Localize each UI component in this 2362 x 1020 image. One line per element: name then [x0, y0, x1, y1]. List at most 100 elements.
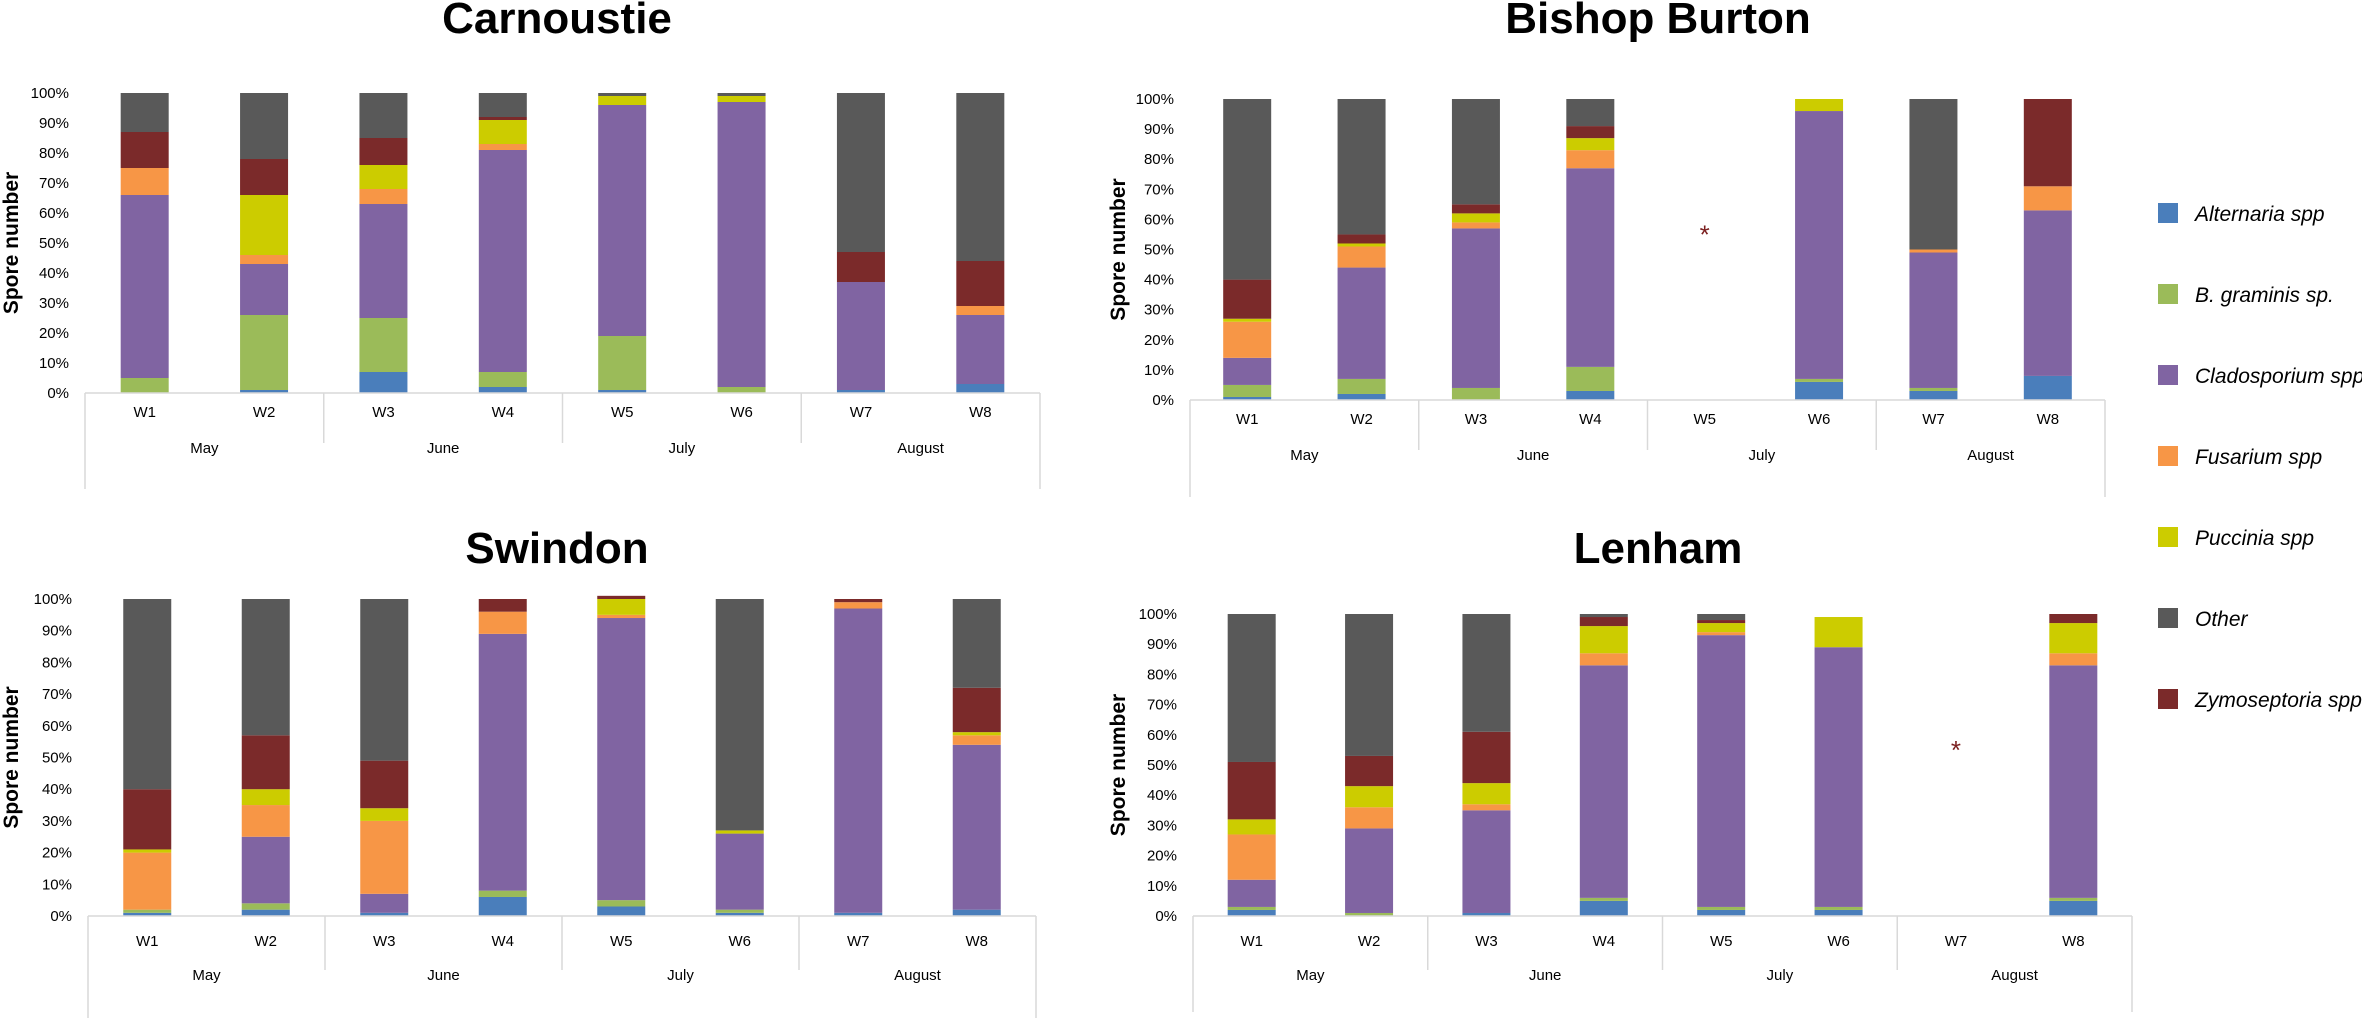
bar-segment-alternaria-spp-w8	[952, 909, 1001, 916]
bar-segment-alternaria-spp-w8	[2049, 900, 2098, 916]
bar-segment-alternaria-spp-w7	[1909, 390, 1958, 400]
bar-segment-b-graminis-sp-w1	[1227, 906, 1276, 910]
month-label: August	[897, 440, 945, 457]
bar-segment-b-graminis-sp-w6	[1814, 906, 1863, 910]
x-tick-label: W3	[1475, 933, 1498, 950]
chart-swindon: Swindon Spore number 0% 10% 20% 30% 40% 50% 60% 7…	[0, 524, 1037, 1018]
chart-title: Carnoustie	[442, 0, 672, 43]
y-tick-label: 60%	[39, 205, 69, 222]
bar-segment-zymoseptoria-spp-w1	[1227, 761, 1276, 820]
y-tick-label: 100%	[31, 85, 69, 102]
bar-segment-alternaria-spp-w6	[715, 912, 764, 916]
y-tick-label: 100%	[1136, 91, 1174, 108]
bar-segment-puccinia-spp-w6	[1814, 617, 1863, 648]
bar-segment-b-graminis-sp-w2	[1337, 378, 1386, 394]
month-label: July	[669, 440, 696, 457]
bar-segment-zymoseptoria-spp-w4	[1579, 617, 1628, 627]
bar-segment-fusarium-spp-w1	[123, 852, 172, 910]
bar-segment-alternaria-spp-w3	[360, 912, 409, 916]
y-tick-label: 0%	[1155, 908, 1177, 925]
bar-segment-alternaria-spp-w7	[834, 912, 883, 916]
month-label: May	[1290, 447, 1319, 464]
bar-segment-fusarium-spp-w3	[1451, 222, 1500, 229]
bar-segment-puccinia-spp-w8	[2049, 623, 2098, 654]
bar-segment-zymoseptoria-spp-w5	[1697, 620, 1746, 624]
y-tick-label: 80%	[39, 145, 69, 162]
bar-segment-puccinia-spp-w4	[1566, 138, 1615, 151]
bar-segment-zymoseptoria-spp-w1	[120, 132, 169, 168]
bar-segment-other-w2	[1337, 99, 1386, 235]
x-tick-label: W3	[373, 933, 396, 950]
bar-segment-zymoseptoria-spp-w3	[1451, 204, 1500, 214]
legend-swatch-alternaria-spp	[2158, 203, 2178, 223]
x-tick-label: W6	[1808, 411, 1831, 428]
x-tick-label: W1	[133, 404, 156, 421]
bar-segment-puccinia-spp-w8	[952, 732, 1001, 736]
bar-segment-fusarium-spp-w1	[1223, 321, 1272, 358]
y-tick-label: 70%	[1147, 697, 1177, 714]
bar-segment-cladosporium-spp-w2	[240, 264, 289, 315]
bar-segment-other-w2	[1345, 614, 1394, 756]
bar-segment-zymoseptoria-spp-w8	[2049, 614, 2098, 624]
bar-segment-alternaria-spp-w2	[241, 909, 290, 916]
bar-segment-b-graminis-sp-w5	[597, 900, 646, 907]
bar-segment-zymoseptoria-spp-w3	[1462, 731, 1511, 784]
bar-segment-other-w3	[360, 599, 409, 761]
x-tick-label: W4	[1593, 933, 1616, 950]
bar-segment-puccinia-spp-w5	[597, 599, 646, 615]
bar-segment-puccinia-spp-w2	[1345, 786, 1394, 808]
bar-segment-alternaria-spp-w4	[1579, 900, 1628, 916]
bar-segment-cladosporium-spp-w7	[1909, 252, 1958, 388]
x-tick-label: W8	[969, 404, 992, 421]
x-tick-label: W5	[611, 404, 634, 421]
bar-segment-puccinia-spp-w6	[717, 96, 766, 102]
bar-segment-fusarium-spp-w8	[2049, 653, 2098, 666]
bar-segment-zymoseptoria-spp-w2	[241, 735, 290, 790]
bar-segment-puccinia-spp-w2	[240, 195, 289, 255]
x-tick-label: W7	[1922, 411, 1945, 428]
month-label: June	[1517, 447, 1550, 464]
bar-segment-fusarium-spp-w8	[952, 735, 1001, 745]
x-tick-label: W3	[372, 404, 395, 421]
chart-title: Swindon	[465, 524, 648, 573]
missing-data-marker: *	[1700, 219, 1710, 249]
bar-segment-fusarium-spp-w2	[1345, 807, 1394, 829]
legend-swatch-b-graminis-sp	[2158, 284, 2178, 304]
x-tick-label: W4	[1579, 411, 1602, 428]
y-tick-label: 20%	[1147, 848, 1177, 865]
bar-segment-zymoseptoria-spp-w3	[360, 760, 409, 809]
bar-segment-alternaria-spp-w8	[2023, 375, 2072, 400]
bar-segment-zymoseptoria-spp-w1	[1223, 279, 1272, 319]
x-tick-label: W1	[1240, 933, 1263, 950]
bar-segment-fusarium-spp-w7	[1909, 249, 1958, 253]
month-label: May	[1296, 967, 1325, 984]
y-tick-label: 70%	[42, 686, 72, 703]
bar-segment-fusarium-spp-w2	[241, 805, 290, 837]
chart-bishop-burton: Bishop Burton Spore number 0% 10% 20% 30% 40% 5…	[1107, 0, 2106, 497]
bar-segment-other-w6	[717, 93, 766, 96]
y-tick-label: 40%	[1144, 272, 1174, 289]
y-tick-label: 30%	[1147, 817, 1177, 834]
bar-segment-other-w8	[956, 93, 1005, 261]
y-axis-label: Spore number	[1107, 178, 1130, 320]
x-tick-label: W8	[966, 933, 989, 950]
bar-segment-puccinia-spp-w1	[1223, 318, 1272, 322]
bar-segment-alternaria-spp-w6	[1795, 381, 1844, 400]
bar-segment-cladosporium-spp-w6	[715, 833, 764, 910]
bar-segment-cladosporium-spp-w4	[478, 633, 527, 891]
chart-lenham: Lenham Spore number 0% 10% 20% 30% 40% 50% 60% 70…	[1107, 524, 2133, 1012]
bar-segment-zymoseptoria-spp-w5	[597, 595, 646, 599]
bar-segment-b-graminis-sp-w1	[120, 378, 169, 393]
bar-segment-cladosporium-spp-w1	[120, 195, 169, 378]
y-tick-label: 0%	[1152, 392, 1174, 409]
month-label: July	[667, 967, 694, 984]
x-tick-label: W3	[1465, 411, 1488, 428]
bar-segment-other-w1	[1223, 99, 1272, 280]
bar-segment-zymoseptoria-spp-w8	[952, 687, 1001, 733]
y-tick-label: 40%	[39, 265, 69, 282]
bar-segment-fusarium-spp-w5	[1697, 632, 1746, 636]
y-tick-label: 10%	[42, 876, 72, 893]
bar-segment-puccinia-spp-w3	[1462, 783, 1511, 805]
legend-label-puccinia-spp: Puccinia spp	[2195, 527, 2314, 550]
x-tick-label: W1	[136, 933, 159, 950]
